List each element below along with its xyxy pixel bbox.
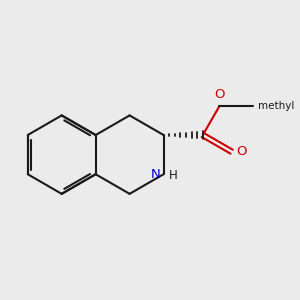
Text: methyl: methyl xyxy=(258,101,294,111)
Text: N: N xyxy=(151,168,161,181)
Text: H: H xyxy=(169,169,177,182)
Text: O: O xyxy=(214,88,225,101)
Text: O: O xyxy=(237,145,247,158)
